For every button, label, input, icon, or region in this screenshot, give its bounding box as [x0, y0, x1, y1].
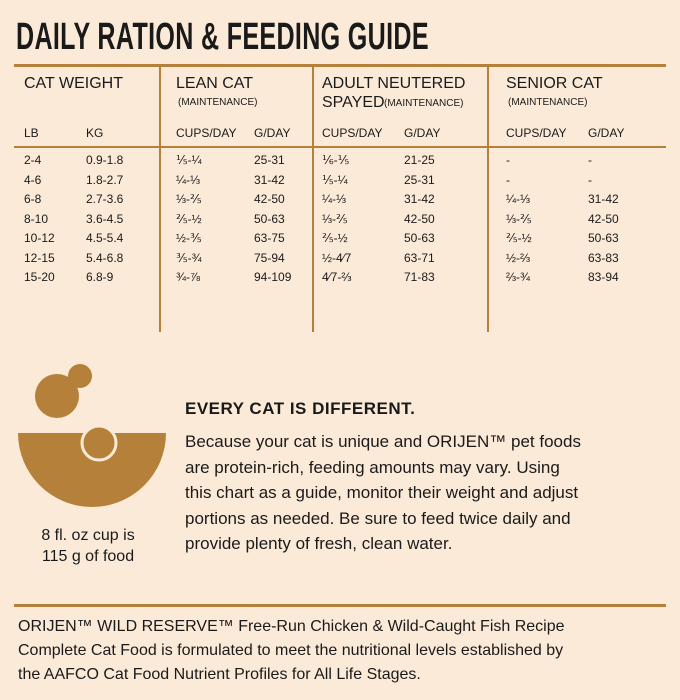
group-note: (MAINTENANCE) [384, 98, 464, 109]
column-header: CUPS/DAY [322, 126, 383, 140]
divider [312, 66, 314, 332]
cell: ½-⅗ [176, 231, 202, 245]
column-header: CUPS/DAY [176, 126, 237, 140]
rule [14, 146, 666, 148]
cell: ⅕-¼ [322, 172, 348, 187]
divider [487, 66, 489, 332]
cell: 71-83 [404, 270, 435, 284]
cell: 63-83 [588, 250, 619, 265]
cup-caption: 115 g of food [41, 548, 135, 565]
cell: - [506, 172, 510, 187]
cell: 94-109 [254, 270, 292, 284]
paragraph-line: portions as needed. Be sure to feed twic… [185, 508, 571, 528]
cell: 75-94 [254, 250, 285, 265]
cell: ⅖-½ [176, 211, 202, 226]
cell: 42-50 [404, 211, 435, 226]
cell: 25-31 [254, 153, 285, 167]
cell: ¾-⅞ [176, 270, 201, 284]
cell: 50-63 [588, 231, 619, 245]
footer-line: ORIJEN™ WILD RESERVE™ Free-Run Chicken &… [18, 618, 565, 635]
cell: 21-25 [404, 153, 435, 167]
cell: - [588, 172, 592, 187]
column-header: KG [86, 126, 104, 140]
cell: ⅓-⅖ [176, 192, 202, 206]
cell: 42-50 [254, 192, 285, 206]
cell: 1.8-2.7 [86, 172, 124, 187]
group-note: (MAINTENANCE) [178, 97, 258, 108]
cell: 50-63 [404, 231, 435, 245]
cell: 50-63 [254, 211, 285, 226]
cell: ½-4⁄7 [322, 250, 352, 265]
cell: 15-20 [24, 270, 55, 284]
cell: 5.4-6.8 [86, 250, 124, 265]
cell: 31-42 [254, 172, 285, 187]
cell: 31-42 [588, 192, 619, 206]
cell: 12-15 [24, 250, 55, 265]
cup-icon [18, 364, 166, 507]
cell: ½-⅔ [506, 250, 531, 265]
cell: 63-71 [404, 250, 435, 265]
cell: ⅓-⅖ [506, 211, 532, 226]
cell: ¼-⅓ [176, 172, 201, 187]
group-title: LEAN CAT [176, 75, 254, 92]
title: DAILY RATION & FEEDING GUIDE [16, 16, 429, 58]
cell: - [506, 153, 510, 167]
cell: ¼-⅓ [322, 192, 347, 206]
divider [159, 66, 161, 332]
paragraph-line: provide plenty of fresh, clean water. [185, 534, 453, 553]
cell: 8-10 [24, 211, 49, 226]
cell: ⅖-½ [322, 231, 348, 245]
cell: 4.5-5.4 [86, 231, 124, 245]
footer-line: Complete Cat Food is formulated to meet … [18, 642, 564, 659]
column-header: LB [24, 126, 39, 140]
group-title: SENIOR CAT [506, 75, 603, 92]
group-title: SPAYED [322, 94, 385, 111]
paragraph-line: this chart as a guide, monitor their wei… [185, 483, 579, 502]
cell: 6-8 [24, 192, 42, 206]
group-title: CAT WEIGHT [24, 75, 123, 92]
cell: 83-94 [588, 270, 619, 284]
column-header: G/DAY [588, 126, 625, 140]
cup-caption: 8 fl. oz cup is [41, 527, 135, 544]
cell: 25-31 [404, 172, 435, 187]
heading: EVERY CAT IS DIFFERENT. [185, 399, 416, 418]
cell: 2-4 [24, 153, 42, 167]
cell: 3.6-4.5 [86, 211, 124, 226]
column-header: G/DAY [404, 126, 441, 140]
cell: 2.7-3.6 [86, 192, 124, 206]
cell: ⅙-⅕ [322, 153, 350, 167]
cell: 63-75 [254, 231, 285, 245]
cell: 10-12 [24, 231, 55, 245]
paragraph-line: are protein-rich, feeding amounts may va… [185, 457, 560, 477]
cell: ⅓-⅖ [322, 211, 348, 226]
cell: 4⁄7-⅔ [322, 270, 352, 284]
cell: 0.9-1.8 [86, 153, 124, 167]
footer-line: the AAFCO Cat Food Nutrient Profiles for… [18, 666, 421, 683]
cell: ⅗-¾ [176, 250, 202, 265]
cell: 31-42 [404, 192, 435, 206]
cell: 42-50 [588, 211, 619, 226]
cell: 6.8-9 [86, 270, 114, 284]
cell: ⅕-¼ [176, 153, 202, 167]
rule [14, 604, 666, 607]
paragraph-line: Because your cat is unique and ORIJEN™ p… [185, 432, 581, 451]
cell: ⅔-¾ [506, 270, 531, 284]
rule [14, 64, 666, 67]
cell: - [588, 153, 592, 167]
cell: ⅖-½ [506, 231, 532, 245]
cell: 4-6 [24, 172, 42, 187]
column-header: G/DAY [254, 126, 291, 140]
column-header: CUPS/DAY [506, 126, 567, 140]
group-title: ADULT NEUTERED [322, 75, 466, 92]
cell: ¼-⅓ [506, 192, 531, 206]
group-note: (MAINTENANCE) [508, 97, 588, 108]
